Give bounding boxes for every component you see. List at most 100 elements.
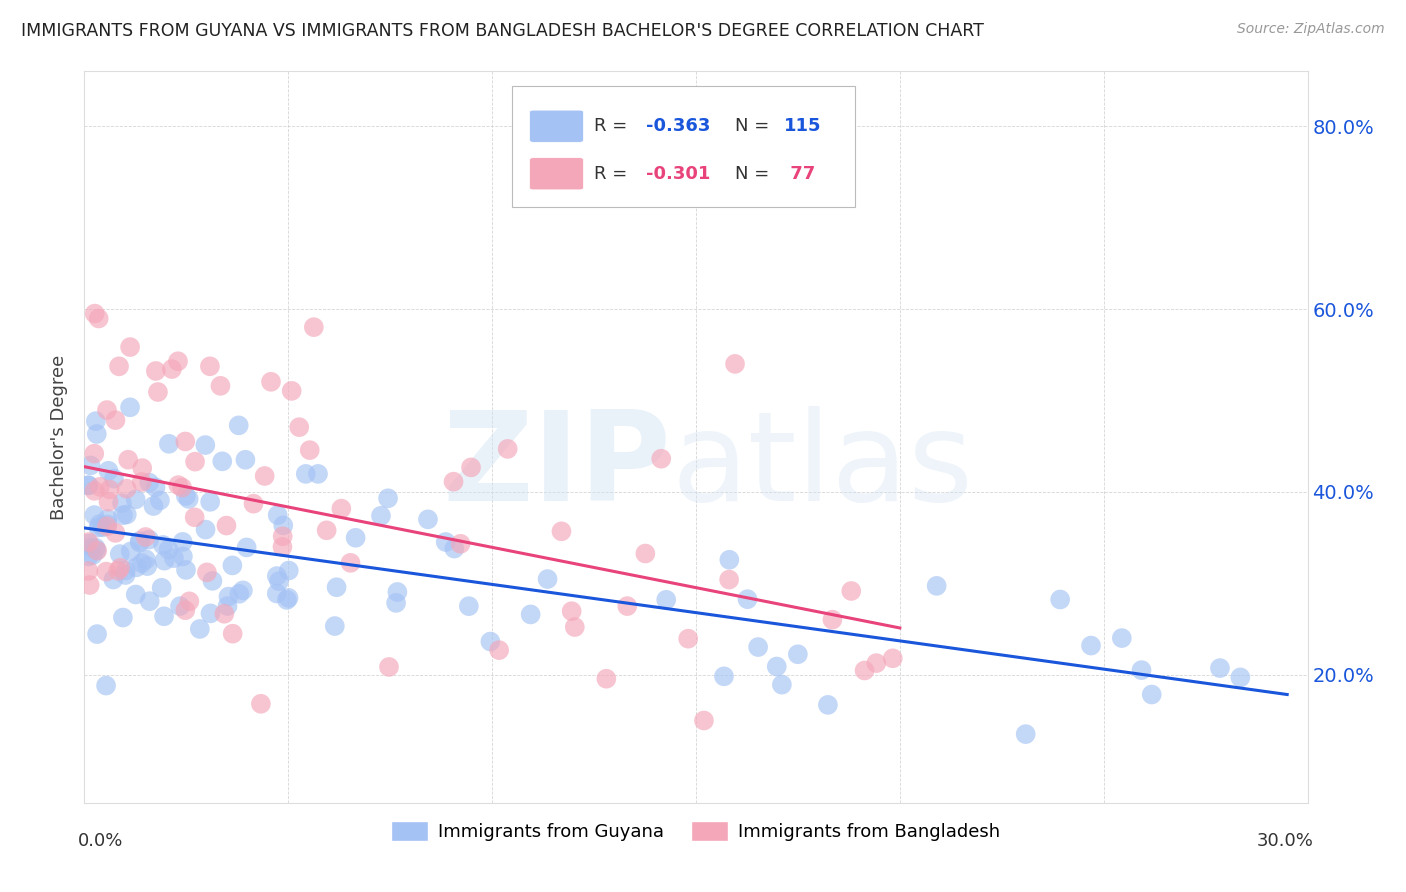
Point — [496, 442, 519, 456]
Point — [108, 547, 131, 561]
Point — [271, 540, 294, 554]
Point — [770, 678, 793, 692]
Point — [89, 517, 111, 532]
Point — [377, 491, 399, 506]
Point — [460, 460, 482, 475]
FancyBboxPatch shape — [513, 86, 855, 207]
Point — [167, 354, 190, 368]
Point — [103, 573, 125, 587]
Point — [616, 599, 638, 613]
Point — [378, 660, 401, 674]
Point — [94, 679, 117, 693]
Point — [276, 593, 298, 607]
Point — [737, 592, 759, 607]
Point — [228, 587, 250, 601]
Point — [488, 643, 510, 657]
Point — [174, 603, 197, 617]
Point — [434, 535, 457, 549]
Text: atlas: atlas — [672, 406, 973, 527]
Point — [315, 524, 337, 538]
Point — [266, 569, 288, 583]
Point — [77, 535, 100, 549]
Point — [86, 627, 108, 641]
Point — [157, 542, 180, 557]
Point — [172, 535, 194, 549]
Point — [111, 610, 134, 624]
Point — [149, 493, 172, 508]
Point — [1140, 688, 1163, 702]
Point — [79, 578, 101, 592]
Point — [713, 669, 735, 683]
Point — [84, 414, 107, 428]
Point — [145, 480, 167, 494]
Point — [87, 520, 110, 534]
Point — [86, 543, 108, 558]
Point — [145, 364, 167, 378]
Point — [83, 447, 105, 461]
Point — [83, 483, 105, 498]
Point — [277, 564, 299, 578]
Point — [128, 535, 150, 549]
Point — [152, 538, 174, 552]
Point — [167, 478, 190, 492]
Point — [172, 481, 194, 495]
Point — [79, 458, 101, 473]
Point — [128, 533, 150, 548]
Point — [87, 311, 110, 326]
Point — [718, 553, 741, 567]
Point — [1049, 592, 1071, 607]
Point — [111, 496, 134, 510]
Point — [84, 541, 107, 555]
Point — [294, 467, 316, 481]
Point — [266, 508, 288, 522]
Point — [86, 543, 108, 558]
Point — [153, 554, 176, 568]
Point — [786, 647, 808, 661]
Point — [200, 607, 222, 621]
Legend: Immigrants from Guyana, Immigrants from Bangladesh: Immigrants from Guyana, Immigrants from … — [384, 814, 1008, 848]
Point — [250, 697, 273, 711]
Point — [416, 512, 439, 526]
Point — [280, 384, 302, 398]
Point — [174, 489, 197, 503]
Point — [188, 622, 211, 636]
Point — [1130, 663, 1153, 677]
Text: IMMIGRANTS FROM GUYANA VS IMMIGRANTS FROM BANGLADESH BACHELOR'S DEGREE CORRELATI: IMMIGRANTS FROM GUYANA VS IMMIGRANTS FRO… — [21, 22, 984, 40]
Point — [97, 494, 120, 508]
Point — [253, 469, 276, 483]
Point — [135, 552, 157, 566]
Point — [131, 461, 153, 475]
Point — [211, 454, 233, 468]
Point — [138, 475, 160, 490]
Point — [174, 563, 197, 577]
Point — [201, 574, 224, 588]
Point — [82, 548, 104, 562]
Point — [89, 480, 111, 494]
Point — [91, 520, 114, 534]
Point — [277, 591, 299, 605]
Point — [179, 594, 201, 608]
Point — [221, 626, 243, 640]
Point — [325, 580, 347, 594]
Text: R =: R = — [595, 165, 634, 183]
Point — [925, 579, 948, 593]
Point — [882, 651, 904, 665]
Point — [1015, 727, 1038, 741]
Point — [221, 558, 243, 573]
Point — [839, 584, 862, 599]
Point — [198, 495, 221, 509]
Point — [104, 525, 127, 540]
Point — [385, 596, 408, 610]
Point — [676, 632, 699, 646]
Text: 30.0%: 30.0% — [1257, 832, 1313, 850]
Point — [97, 512, 120, 526]
Point — [97, 464, 120, 478]
Point — [83, 307, 105, 321]
Point — [1229, 670, 1251, 684]
Point — [323, 619, 346, 633]
Y-axis label: Bachelor's Degree: Bachelor's Degree — [51, 354, 69, 520]
Point — [115, 508, 138, 522]
Point — [217, 599, 239, 614]
Point — [747, 640, 769, 654]
Point — [115, 482, 138, 496]
